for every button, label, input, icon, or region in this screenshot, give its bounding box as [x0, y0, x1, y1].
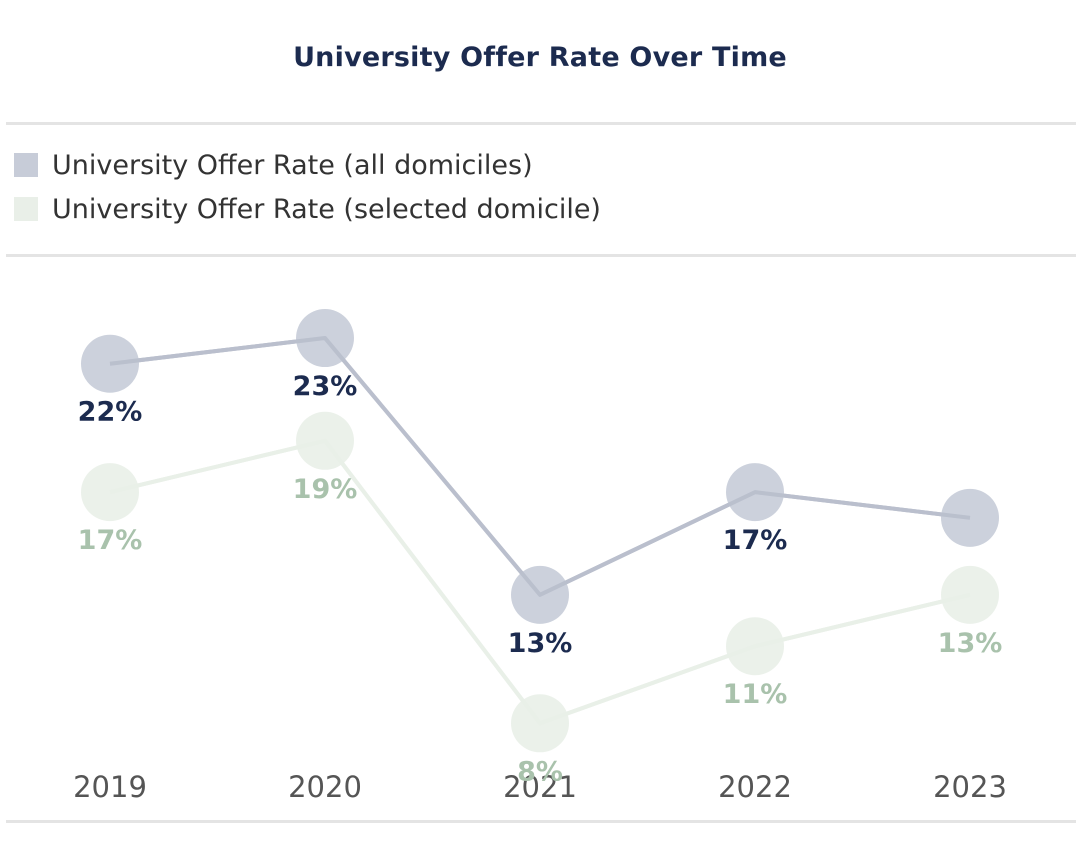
data-label-selected-domicile-2020: 19%: [293, 474, 358, 505]
series-line-all-domiciles: [109, 336, 971, 597]
data-label-all-domiciles-2022: 17%: [723, 525, 788, 556]
x-tick-label-2022: 2022: [718, 770, 792, 804]
series-line-overlay-selected-domicile: [109, 438, 971, 726]
x-tick-label-2019: 2019: [73, 770, 147, 804]
legend-divider: [6, 254, 1076, 257]
data-label-all-domiciles-2021: 13%: [508, 628, 573, 659]
series-line-overlay-all-domiciles: [109, 336, 971, 597]
legend-label-selected-domicile: University Offer Rate (selected domicile…: [52, 193, 601, 225]
legend-swatch-all-domiciles: [14, 153, 38, 177]
legend-swatch-selected-domicile: [14, 197, 38, 221]
data-label-all-domiciles-2020: 23%: [293, 371, 358, 402]
data-label-selected-domicile-2022: 11%: [723, 679, 788, 710]
x-tick-label-2021: 2021: [503, 770, 577, 804]
data-label-selected-domicile-2019: 17%: [78, 525, 143, 556]
top-divider: [6, 122, 1076, 125]
x-tick-label-2020: 2020: [288, 770, 362, 804]
x-tick-label-2023: 2023: [933, 770, 1007, 804]
data-label-selected-domicile-2021: 8%: [517, 756, 563, 787]
data-label-all-domiciles-2019: 22%: [78, 397, 143, 428]
legend-item-all-domiciles[interactable]: University Offer Rate (all domiciles): [14, 143, 601, 187]
legend-item-selected-domicile[interactable]: University Offer Rate (selected domicile…: [14, 187, 601, 231]
chart-title: University Offer Rate Over Time: [293, 42, 787, 73]
data-label-selected-domicile-2023: 13%: [938, 628, 1003, 659]
bottom-divider: [6, 820, 1076, 823]
legend: University Offer Rate (all domiciles) Un…: [14, 143, 601, 231]
legend-label-all-domiciles: University Offer Rate (all domiciles): [52, 149, 533, 181]
